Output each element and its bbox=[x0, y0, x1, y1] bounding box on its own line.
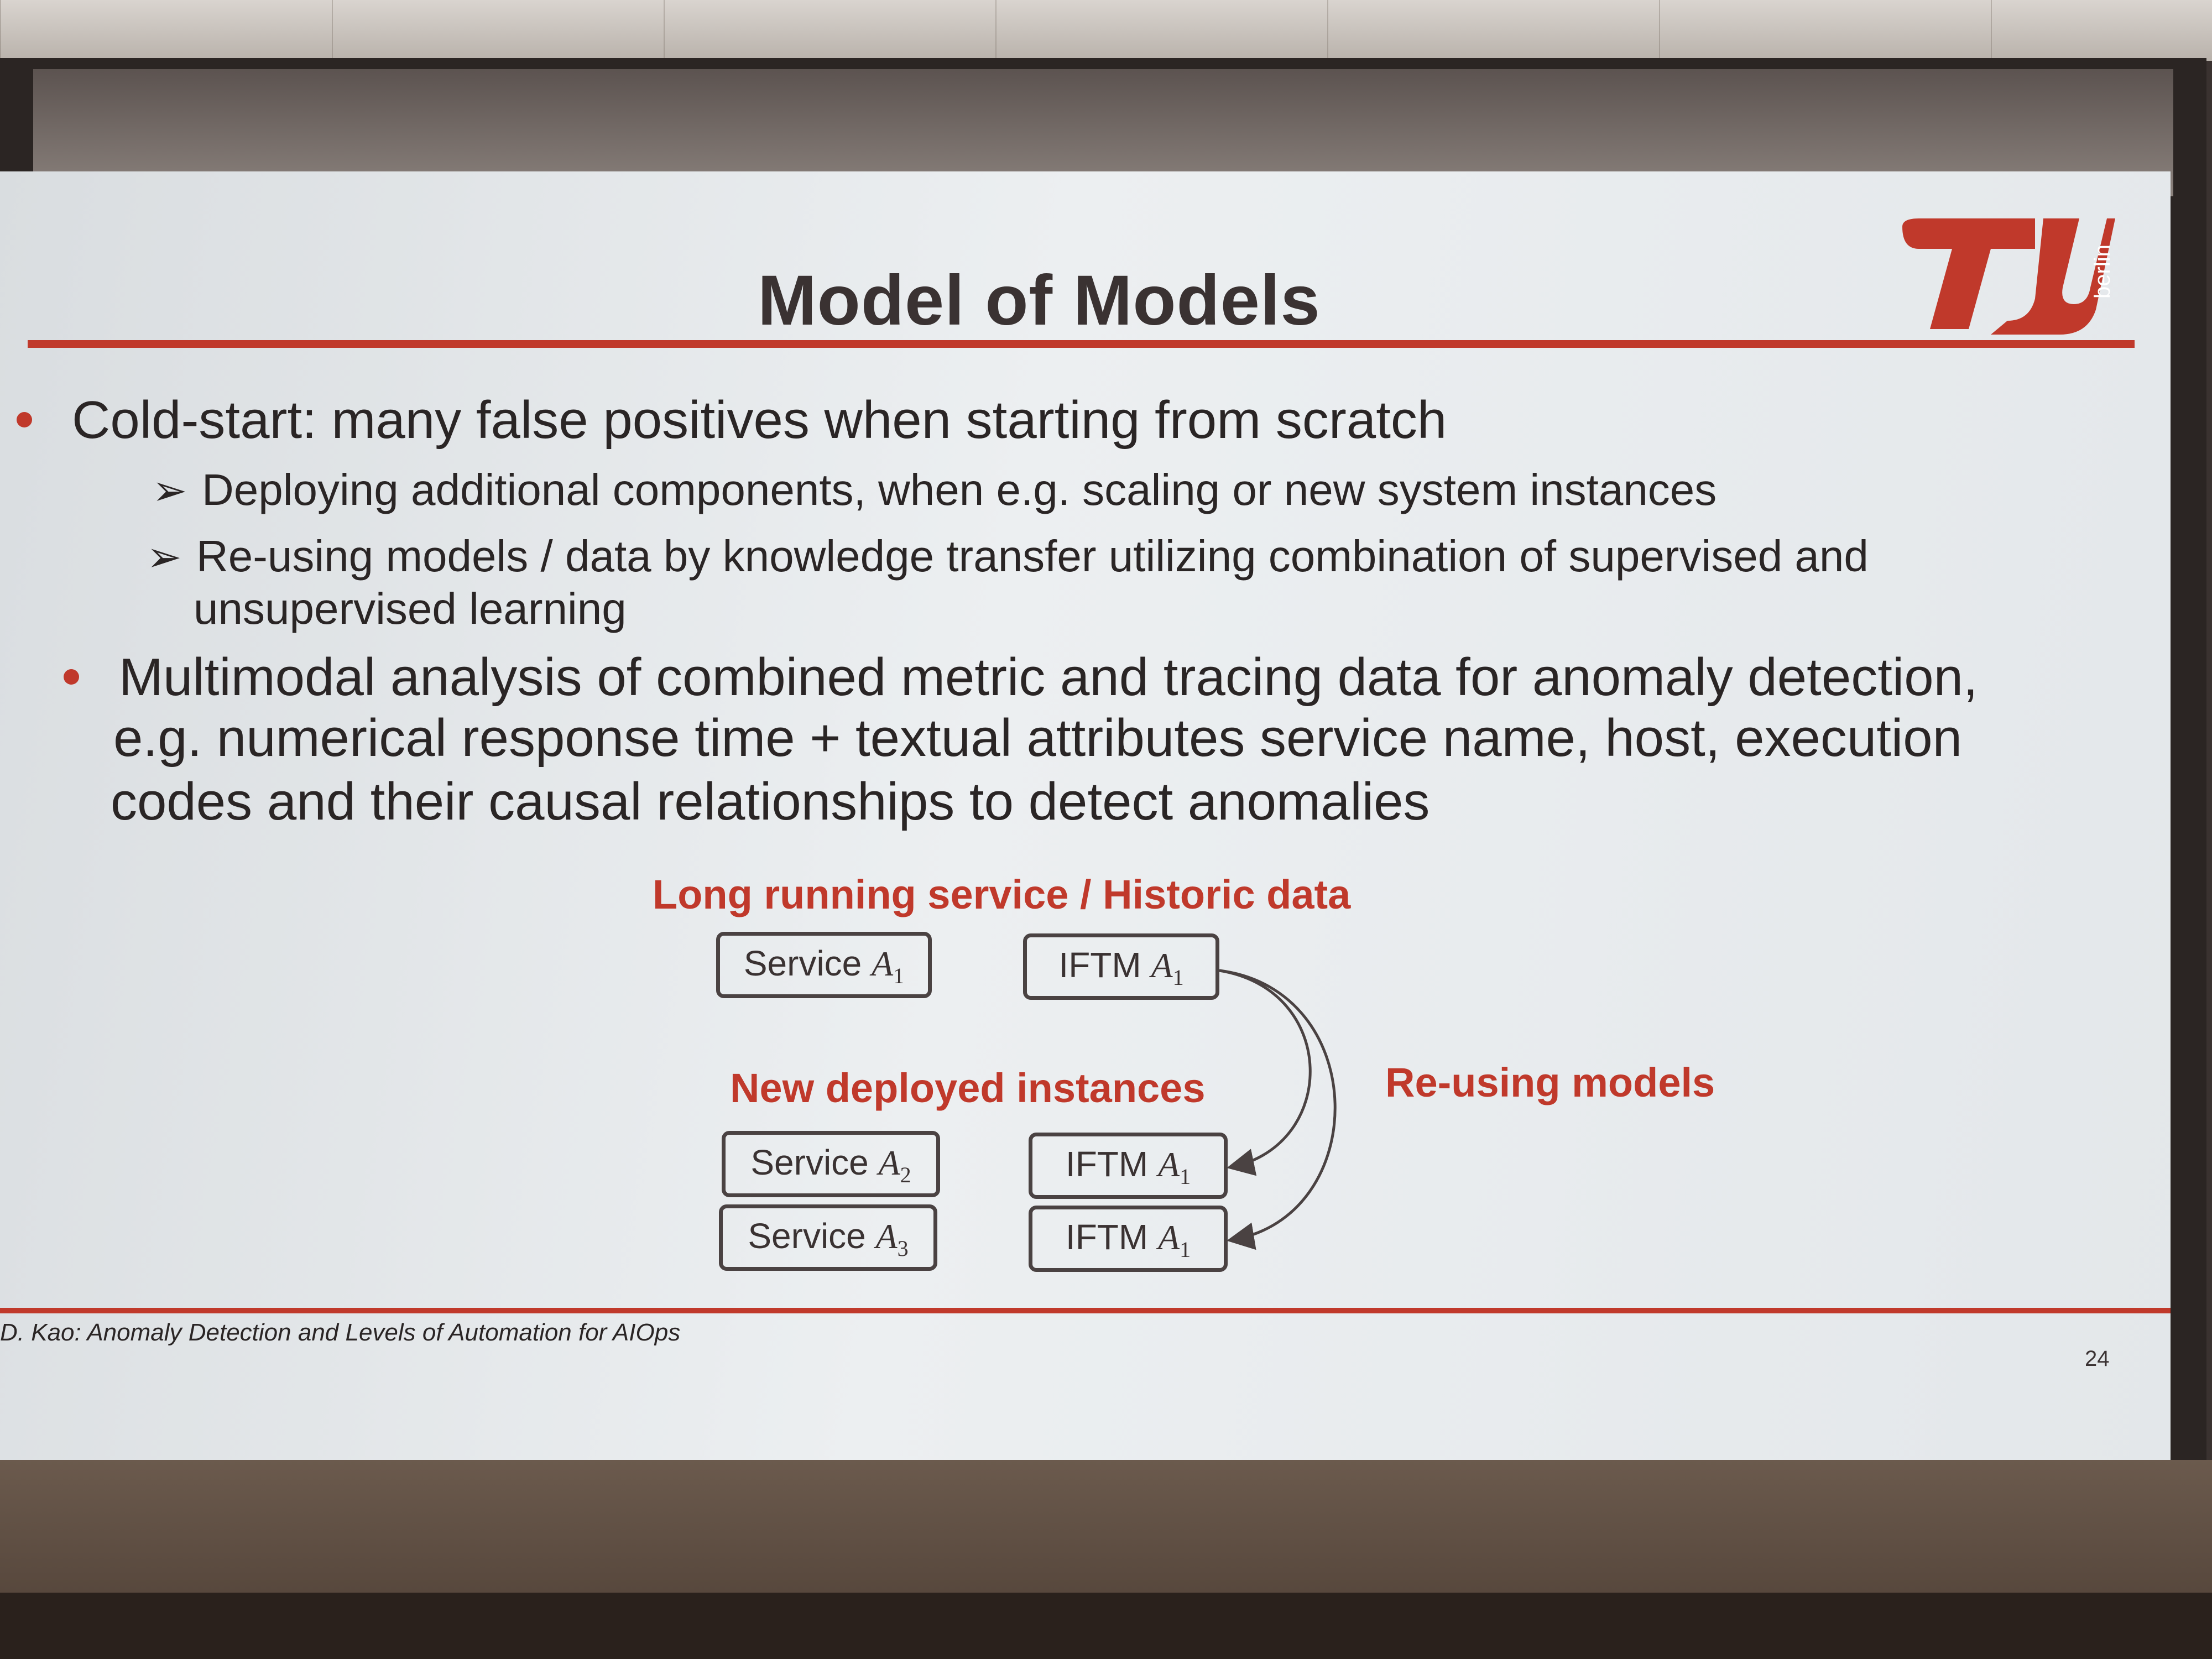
arrow-bullet-icon: ➢ bbox=[147, 534, 182, 581]
reuse-arrow-to-middle bbox=[1219, 969, 1312, 1176]
box-label: Service bbox=[748, 1216, 866, 1256]
box-service-a3: Service A3 bbox=[719, 1204, 937, 1271]
footer-citation: D. Kao: Anomaly Detection and Levels of … bbox=[0, 1319, 681, 1346]
slide-title: Model of Models bbox=[758, 261, 1321, 340]
projected-slide: Model of Models berlin Cold-start: many … bbox=[0, 171, 2171, 1460]
box-var: A bbox=[878, 1143, 900, 1182]
subitem-text: Deploying additional components, when e.… bbox=[202, 465, 1717, 514]
reuse-arrows bbox=[1219, 969, 1337, 1250]
footer-divider bbox=[0, 1308, 2171, 1313]
box-subscript: 3 bbox=[897, 1235, 909, 1261]
title-divider bbox=[28, 340, 2135, 348]
tu-berlin-logo: berlin bbox=[1902, 218, 2115, 335]
box-iftm-reused-1: IFTM A1 bbox=[1029, 1133, 1228, 1199]
box-label: IFTM bbox=[1065, 1217, 1149, 1257]
box-var: A bbox=[1157, 1218, 1180, 1257]
wall-shadow bbox=[0, 1593, 2212, 1659]
box-label: IFTM bbox=[1058, 945, 1141, 985]
box-label: Service bbox=[750, 1142, 869, 1182]
box-var: A bbox=[1151, 946, 1173, 985]
reuse-arrow-to-bottom bbox=[1219, 969, 1337, 1250]
subitem-text: Re-using models / data by knowledge tran… bbox=[196, 531, 1869, 581]
ceiling bbox=[0, 0, 2212, 61]
box-label: IFTM bbox=[1065, 1144, 1149, 1184]
box-subscript: 1 bbox=[1180, 1164, 1191, 1189]
diagram-heading-reuse: Re-using models bbox=[1385, 1060, 1715, 1105]
subitem-deploying: ➢ Deploying additional components, when … bbox=[152, 465, 1717, 515]
bullet-text: Cold-start: many false positives when st… bbox=[72, 390, 1447, 450]
box-var: A bbox=[872, 944, 894, 983]
bullet-dot bbox=[64, 669, 79, 685]
logo-wordmark: berlin bbox=[2090, 244, 2115, 299]
box-subscript: 1 bbox=[1180, 1237, 1191, 1262]
box-subscript: 1 bbox=[1172, 964, 1184, 990]
diagram-heading-historic: Long running service / Historic data bbox=[653, 872, 1351, 917]
subitem-reusing-continued: unsupervised learning bbox=[194, 584, 627, 633]
diagram-heading-new-instances: New deployed instances bbox=[730, 1065, 1206, 1111]
box-service-a1: Service A1 bbox=[716, 932, 932, 998]
box-subscript: 2 bbox=[900, 1162, 911, 1187]
bullet-dot bbox=[17, 412, 32, 427]
bullet-cold-start: Cold-start: many false positives when st… bbox=[17, 390, 1447, 451]
box-label: Service bbox=[743, 943, 862, 983]
box-var: A bbox=[1157, 1145, 1180, 1184]
box-iftm-historic: IFTM A1 bbox=[1023, 933, 1219, 1000]
page-number: 24 bbox=[2085, 1347, 2110, 1371]
box-iftm-reused-2: IFTM A1 bbox=[1029, 1206, 1228, 1272]
bullet-multimodal-line-3: codes and their causal relationships to … bbox=[111, 772, 1430, 831]
box-subscript: 1 bbox=[893, 963, 905, 988]
bullet-multimodal-line-2: e.g. numerical response time + textual a… bbox=[113, 708, 1963, 768]
subitem-reusing: ➢ Re-using models / data by knowledge tr… bbox=[147, 531, 1869, 582]
box-service-a2: Service A2 bbox=[722, 1131, 940, 1197]
bullet-text: Multimodal analysis of combined metric a… bbox=[119, 648, 1978, 707]
box-var: A bbox=[875, 1217, 898, 1256]
arrow-bullet-icon: ➢ bbox=[152, 467, 187, 514]
ceiling-panels bbox=[0, 0, 2212, 61]
bullet-multimodal: Multimodal analysis of combined metric a… bbox=[64, 647, 1978, 708]
